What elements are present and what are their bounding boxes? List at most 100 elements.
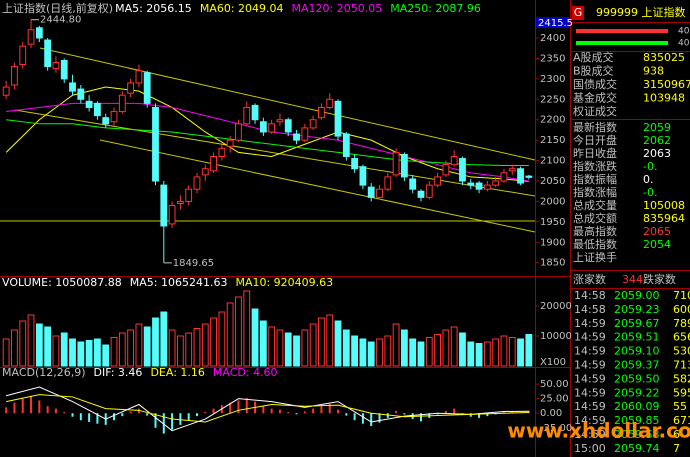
y-tick-label: 2350 — [540, 53, 565, 64]
stat-value: 0. — [643, 173, 654, 186]
tick-time: 14:59 — [574, 359, 606, 372]
legend-item: MA250: 2087.96 — [390, 2, 481, 15]
volume-bar — [19, 320, 27, 367]
stat-label: 总成交额 — [573, 211, 617, 225]
candle-body — [110, 111, 118, 123]
tick-volume: 6 — [673, 428, 680, 441]
candle-body — [442, 164, 450, 176]
y-tick-label: 2000 — [540, 196, 565, 207]
volume-bar — [276, 329, 284, 367]
volume-bar — [152, 317, 159, 367]
volume-bar — [94, 338, 101, 367]
volume-bar — [268, 326, 276, 367]
volume-bar — [118, 332, 126, 367]
candle-body — [409, 178, 417, 190]
candle-body — [392, 151, 400, 176]
y-tick-label: 10000 — [540, 331, 572, 342]
volume-bar — [342, 329, 350, 367]
volume-bar — [127, 329, 135, 367]
candle-body — [143, 72, 151, 104]
tick-price: 2059.58 — [614, 428, 660, 441]
stat-value: -0. — [643, 186, 657, 199]
candle-body — [193, 176, 201, 190]
tick-price: 2059.23 — [614, 303, 660, 316]
stat-label: 基金成交 — [573, 91, 617, 105]
stat-value: 2062 — [643, 134, 671, 147]
volume-bar — [60, 332, 68, 367]
volume-bar — [160, 311, 168, 367]
stat-value: 2063 — [643, 147, 671, 160]
candle-body — [69, 82, 76, 92]
volume-bar — [210, 317, 217, 367]
stat-label: 权证成交 — [573, 104, 617, 118]
trend-channel — [0, 47, 536, 233]
y-tick-label: 1950 — [540, 217, 565, 228]
legend-item: MA10: 920409.63 — [235, 276, 333, 289]
tick-volume: 713 — [673, 359, 690, 372]
volume-bar — [442, 329, 450, 367]
candle-body — [268, 123, 276, 133]
stat-label: 最低指数 — [573, 237, 617, 251]
tick-price: 2059.00 — [614, 289, 660, 302]
tick-volume: 582 — [673, 372, 690, 385]
volume-bar — [69, 338, 76, 367]
badge: G — [574, 6, 583, 19]
volume-bar — [334, 320, 342, 367]
legend-item: VOLUME: 1050087.88 — [2, 276, 122, 289]
candle-body — [102, 117, 110, 125]
candle-body — [359, 166, 367, 186]
tick-price: 2059.22 — [614, 386, 660, 399]
annotation: 2444.80 — [40, 15, 81, 26]
volume-bar — [293, 335, 300, 367]
candle-body — [276, 119, 284, 123]
candle-body — [118, 94, 126, 113]
volume-bar — [301, 329, 309, 367]
candle-body — [293, 133, 300, 141]
candle-body — [483, 184, 491, 190]
volume-bar — [185, 332, 193, 367]
candle-body — [459, 158, 466, 182]
stat-value: 105008 — [643, 199, 685, 212]
stat-value: 2054 — [643, 238, 671, 251]
tick-volume: 595 — [673, 386, 690, 399]
tick-time: 14:59 — [574, 372, 606, 385]
stat-label: 国债成交 — [573, 77, 617, 91]
unit-label: X100 — [540, 357, 566, 368]
volume-bar — [318, 317, 325, 367]
candle-body — [425, 184, 433, 198]
candle-body — [235, 123, 242, 141]
stat-label: 昨日收盘 — [573, 146, 617, 160]
y-tick-label: 2300 — [540, 74, 565, 85]
y-tick-label: 1900 — [540, 237, 565, 248]
cursor-label: 2415.5 — [538, 18, 573, 29]
candle-body — [334, 100, 342, 137]
volume-bar — [259, 320, 267, 367]
volume-bar — [525, 334, 533, 367]
candle-body — [2, 86, 10, 96]
candle-body — [259, 121, 267, 133]
candle-body — [44, 39, 52, 68]
y-tick-label: -25.00 — [540, 423, 572, 434]
volume-bar — [425, 337, 433, 367]
tick-price: 2059.10 — [614, 345, 660, 358]
candle-body — [309, 119, 317, 129]
legend-item: MACD: 4.60 — [213, 366, 278, 379]
candle-body — [517, 168, 524, 184]
candle-body — [508, 168, 516, 172]
tick-volume: 789 — [673, 317, 690, 330]
watermark: www.xhdollar.com — [507, 419, 690, 443]
stat-value: 835964 — [643, 212, 685, 225]
candle-body — [475, 182, 483, 190]
volume-bar — [2, 338, 10, 367]
candle-body — [492, 180, 500, 186]
candle-body — [284, 119, 292, 133]
candle-body — [135, 70, 143, 84]
candle-body — [218, 147, 226, 158]
candle-body — [35, 27, 43, 39]
candle-body — [417, 190, 425, 198]
y-tick-label: 20000 — [540, 301, 572, 312]
volume-bar — [11, 329, 18, 367]
legend-item: DIF: 3.46 — [94, 366, 143, 379]
